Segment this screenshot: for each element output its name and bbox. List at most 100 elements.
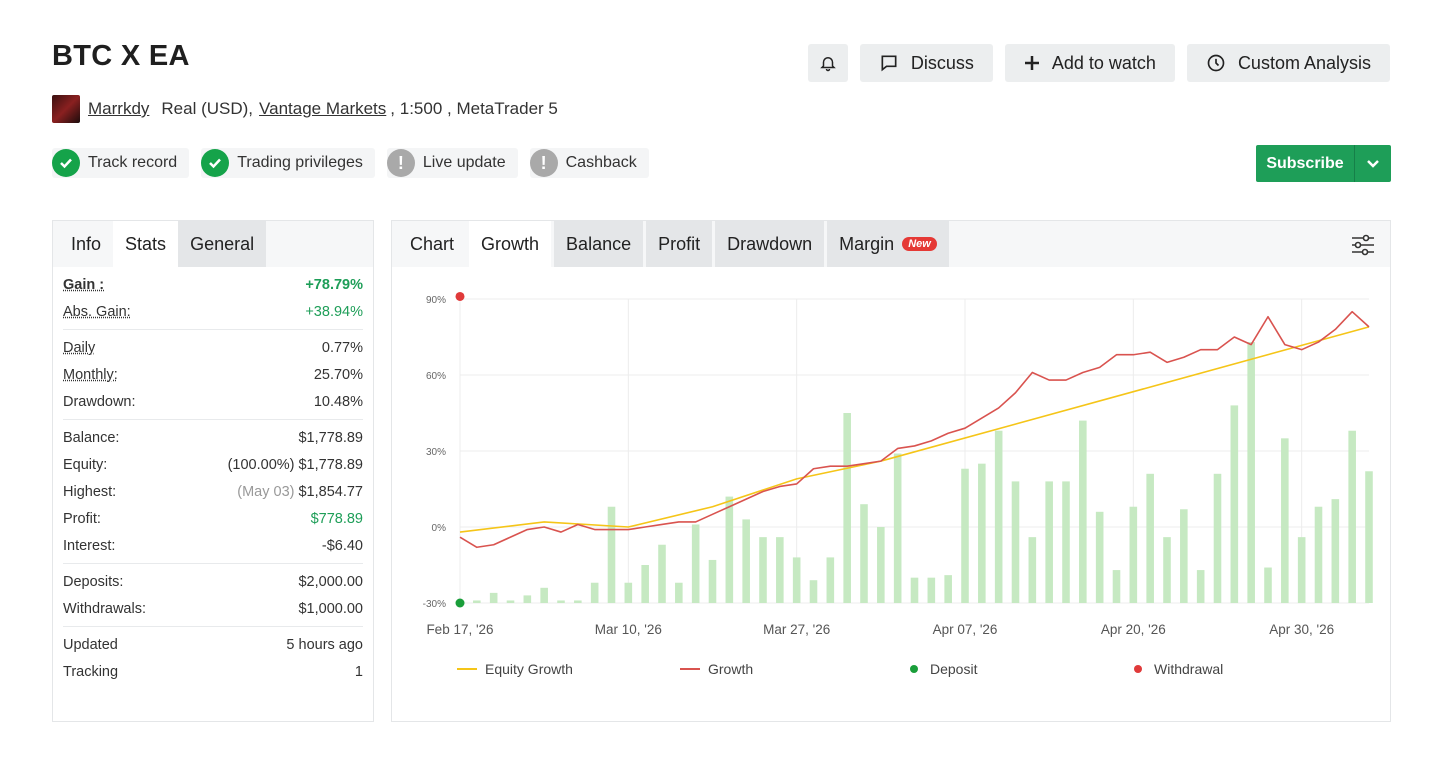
stat-label[interactable]: Monthly: [63,366,118,383]
tab-general[interactable]: General [178,221,267,267]
legend-growth[interactable]: Growth [680,661,753,677]
notification-button[interactable] [807,44,848,82]
y-tick-label: 30% [426,447,446,458]
stat-row-gain: Gain : +78.79% [63,271,363,298]
bar [1230,405,1239,603]
x-tick-label: Apr 07, '26 [933,622,998,637]
bar [1011,481,1020,603]
legend-label: Growth [708,661,754,677]
new-badge: New [902,237,937,251]
stat-label: Tracking [63,663,119,680]
tab-margin[interactable]: Margin New [827,221,949,267]
x-tick-label: Apr 30, '26 [1269,622,1334,637]
stat-value: 1 [354,663,363,680]
add-to-watch-label: Add to watch [1051,52,1156,73]
custom-analysis-label: Custom Analysis [1237,52,1371,73]
bar [624,582,633,603]
bar [1146,473,1154,603]
chart-settings-button[interactable] [1350,233,1376,262]
chart-tabs-label: Chart [392,221,467,267]
bar [1095,511,1104,603]
bar [1365,471,1373,603]
tab-profit[interactable]: Profit [646,221,713,267]
bar [877,527,885,603]
stats-group-deposits: Deposits: $2,000.00 Withdrawals: $1,000.00 [63,564,363,627]
bar [1297,537,1306,603]
legend-dot-swatch [1134,665,1142,673]
tab-drawdown[interactable]: Drawdown [715,221,825,267]
badge-label: Track record [88,154,178,171]
bar [641,565,649,603]
chart-tabs: Chart Growth Balance Profit Drawdown Mar… [392,221,1390,267]
stat-label[interactable]: Daily [63,339,96,356]
stats-group-balance: Balance: $1,778.89 Equity: (100.00%) $1,778… [63,420,363,564]
badge-cashback[interactable]: ! Cashback [529,148,649,178]
growth-chart[interactable]: 90% 60% 30% 0% -30% Feb 17, '26 Mar 10, '26 Mar… [392,267,1390,657]
stat-note: (100.00%) [227,456,295,473]
avatar[interactable] [52,95,80,123]
bar [860,504,868,603]
bar [1045,481,1053,603]
stats-tabs: Info Stats General [53,221,373,267]
bar [708,559,717,603]
bar [1314,506,1323,603]
badge-label: Cashback [565,154,637,171]
stat-value: $2,000.00 [298,573,363,590]
badge-track-record[interactable]: Track record [52,148,190,178]
stat-label: Equity: [63,456,108,473]
broker-link[interactable]: Vantage Markets [259,99,387,118]
stat-value-group: (May 03) $1,854.77 [237,484,363,500]
tab-balance[interactable]: Balance [554,221,644,267]
subscribe-button[interactable]: Subscribe [1256,145,1391,182]
legend-deposit[interactable]: Deposit [910,661,977,677]
account-type: Real (USD), [161,99,254,118]
legend-line-swatch [680,668,700,670]
chart-panel: Chart Growth Balance Profit Drawdown Mar… [391,220,1391,722]
y-tick-label: 60% [426,371,446,382]
stats-list: Gain : +78.79% Abs. Gain: +38.94% Daily 0.7… [53,267,373,689]
bar [893,453,902,603]
stat-value: 5 hours ago [286,636,363,653]
discuss-button[interactable]: Discuss [859,44,993,82]
legend-dot-swatch [910,665,918,673]
badge-label: Trading privileges [237,154,363,171]
stat-label: Highest: [63,483,117,500]
stat-label[interactable]: Gain : [63,276,105,293]
bar [1331,499,1340,603]
legend-withdrawal[interactable]: Withdrawal [1134,661,1223,677]
bar [1112,570,1121,603]
stat-row-profit: Profit: $778.89 [63,505,363,532]
stat-label: Drawdown: [63,393,136,410]
user-link[interactable]: Marrkdy [88,99,150,118]
bar [776,537,784,603]
stat-note: (May 03) [237,483,295,500]
stat-value: $778.89 [310,510,363,527]
chevron-down-icon[interactable] [1354,145,1391,182]
bar [725,496,734,603]
bar [557,600,565,603]
tab-stats[interactable]: Stats [113,221,179,267]
badge-live-update[interactable]: ! Live update [386,148,518,178]
custom-analysis-button[interactable]: Custom Analysis [1186,44,1390,82]
clock-icon [1206,53,1226,73]
bar [826,557,835,603]
subscribe-label[interactable]: Subscribe [1266,154,1344,172]
bar [843,413,851,603]
tab-info[interactable]: Info [71,233,102,254]
discuss-label: Discuss [910,52,974,73]
stat-value: $1,854.77 [298,483,363,500]
legend-equity-growth[interactable]: Equity Growth [457,661,573,677]
stat-label[interactable]: Abs. Gain: [63,303,131,320]
stat-row-tracking: Tracking 1 [63,658,363,685]
comment-icon [879,53,899,73]
withdrawal-point [455,291,465,301]
stat-label: Updated [63,636,118,653]
bar [506,600,515,603]
add-to-watch-button[interactable]: Add to watch [1004,44,1175,82]
stat-value: 25.70% [313,366,363,383]
tab-growth[interactable]: Growth [469,221,552,267]
check-icon [52,149,80,177]
bar [1062,481,1070,603]
badge-trading-privileges[interactable]: Trading privileges [201,148,375,178]
bar [1079,420,1087,603]
